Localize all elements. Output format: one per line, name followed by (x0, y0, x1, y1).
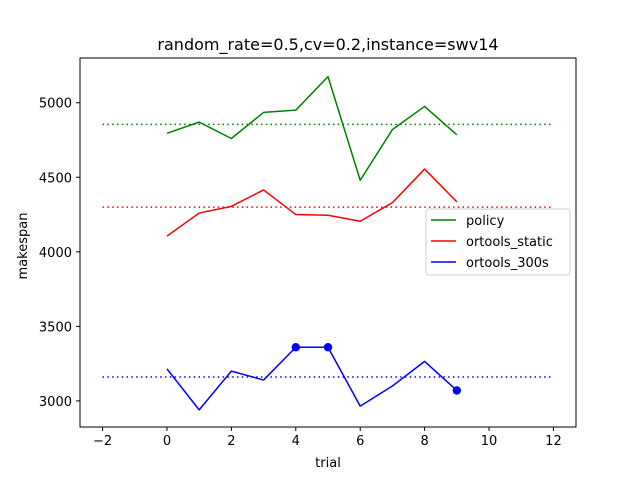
y-tick-label: 4000 (39, 246, 72, 261)
policy-series-line (166, 75, 458, 181)
x-tick-label: 0 (163, 434, 171, 449)
legend-box (425, 208, 571, 276)
x-tick-label: 4 (292, 434, 300, 449)
y-tick-label: 3500 (39, 320, 72, 335)
x-tick-label: 8 (420, 434, 428, 449)
y-tick-label: 4500 (39, 171, 72, 186)
plot-area: −2 0 2 4 6 8 10 12 3000 3500 4000 4500 5000 (39, 57, 577, 449)
x-axis-label: trial (315, 456, 341, 471)
ortools-300s-series-line (166, 346, 458, 411)
axes-frame (79, 57, 577, 428)
ortools-static-series-line (166, 168, 458, 237)
y-tick-label: 3000 (39, 395, 72, 410)
legend-label-policy: policy (466, 214, 505, 229)
legend-label-ortools-300s: ortools_300s (466, 256, 549, 271)
ortools-300s-marker-0 (291, 343, 300, 352)
ortools-300s-marker-1 (323, 343, 333, 352)
x-tick-label: 2 (227, 434, 235, 449)
x-tick-label: 6 (356, 434, 364, 449)
ortools-300s-marker-2 (452, 386, 462, 395)
chart-title: random_rate=0.5,cv=0.2,instance=swv14 (157, 35, 498, 55)
y-tick-label: 5000 (39, 97, 72, 112)
x-tick-label: −2 (93, 434, 112, 449)
legend-label-ortools-static: ortools_static (466, 235, 553, 250)
legend: policy ortools_static ortools_300s (425, 208, 571, 276)
x-tick-label: 12 (545, 434, 562, 449)
y-axis-label: makespan (16, 213, 31, 280)
x-tick-label: 10 (481, 434, 498, 449)
